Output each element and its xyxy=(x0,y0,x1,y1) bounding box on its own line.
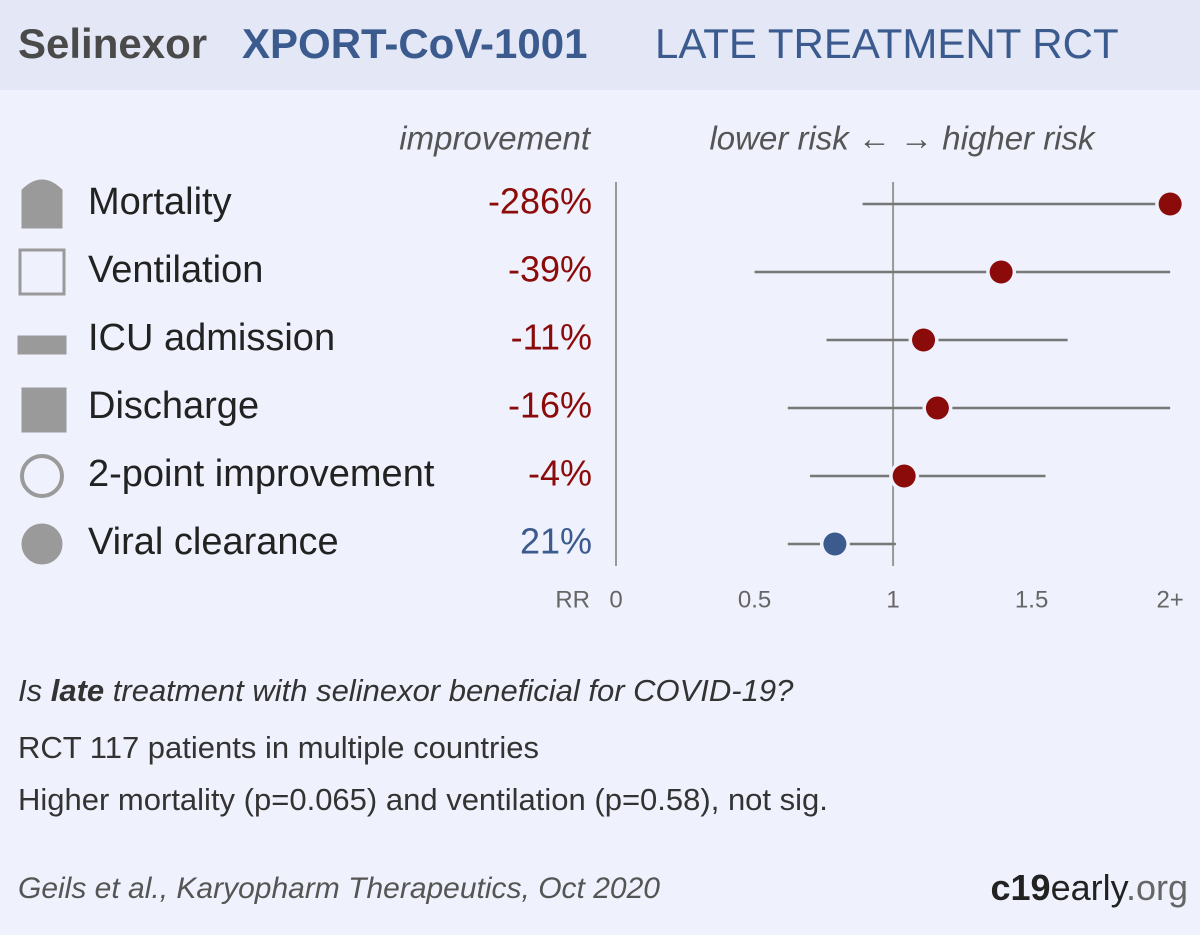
point-estimate xyxy=(892,464,916,488)
summary-line: Higher mortality (p=0.065) and ventilati… xyxy=(18,782,828,817)
x-tick-label: 1.5 xyxy=(1015,586,1048,613)
question-part: Is xyxy=(18,673,51,708)
icon-virus xyxy=(21,523,63,565)
question-part: late xyxy=(51,673,104,708)
improvement: -11% xyxy=(511,317,592,358)
row-label: Viral clearance xyxy=(88,521,339,563)
brand-part: .org xyxy=(1126,867,1188,908)
brand-part: c19 xyxy=(991,867,1051,908)
question-part: treatment with selinexor beneficial for … xyxy=(104,673,794,708)
x-tick-label: 0 xyxy=(609,586,622,613)
row-label: Ventilation xyxy=(88,249,263,291)
row-label: ICU admission xyxy=(88,317,335,359)
icon-improvement xyxy=(20,454,64,498)
x-tick-label: 1 xyxy=(886,586,899,613)
x-tick-label: 2+ xyxy=(1156,586,1183,613)
icon-icu xyxy=(17,335,67,355)
row-label: 2-point improvement xyxy=(88,453,435,495)
question: Is late treatment with selinexor benefic… xyxy=(18,673,794,708)
improvement: -16% xyxy=(508,385,592,426)
x-tick-label: 0.5 xyxy=(738,586,771,613)
axis-header: lower risk ← → higher risk xyxy=(709,120,1096,157)
brand-part: early xyxy=(1051,867,1129,908)
row-label: Discharge xyxy=(88,385,259,427)
icon-discharge xyxy=(21,387,67,433)
improvement: 21% xyxy=(520,521,592,562)
brand: c19early.org xyxy=(991,867,1188,908)
point-estimate xyxy=(912,328,936,352)
improvement: -4% xyxy=(528,453,592,494)
footer: Is late treatment with selinexor benefic… xyxy=(18,673,1188,907)
improvement: -286% xyxy=(488,181,592,222)
column-header: improvement xyxy=(399,120,592,157)
drug: Selinexor xyxy=(18,20,207,67)
header-band xyxy=(0,0,1200,90)
trial: XPORT-CoV-1001 xyxy=(242,20,587,67)
source: Geils et al., Karyopharm Therapeutics, O… xyxy=(18,872,660,905)
point-estimate xyxy=(823,532,847,556)
point-estimate xyxy=(925,396,949,420)
x-axis-label: RR xyxy=(555,586,590,613)
point-estimate xyxy=(989,260,1013,284)
point-estimate xyxy=(1158,192,1182,216)
row-label: Mortality xyxy=(88,181,232,223)
improvement: -39% xyxy=(508,249,592,290)
icons xyxy=(17,179,67,565)
icon-mortality xyxy=(21,179,63,229)
icon-ventilation xyxy=(18,248,66,296)
summary-line: RCT 117 patients in multiple countries xyxy=(18,730,539,765)
trial-label: LATE TREATMENT RCT xyxy=(655,20,1119,67)
